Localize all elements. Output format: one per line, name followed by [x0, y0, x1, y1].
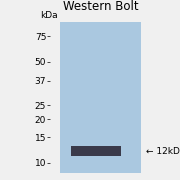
Text: Western Bolt: Western Bolt: [63, 0, 139, 13]
Bar: [60, 22, 141, 173]
Text: kDa: kDa: [40, 11, 58, 20]
Text: ← 12kDa: ← 12kDa: [146, 147, 180, 156]
